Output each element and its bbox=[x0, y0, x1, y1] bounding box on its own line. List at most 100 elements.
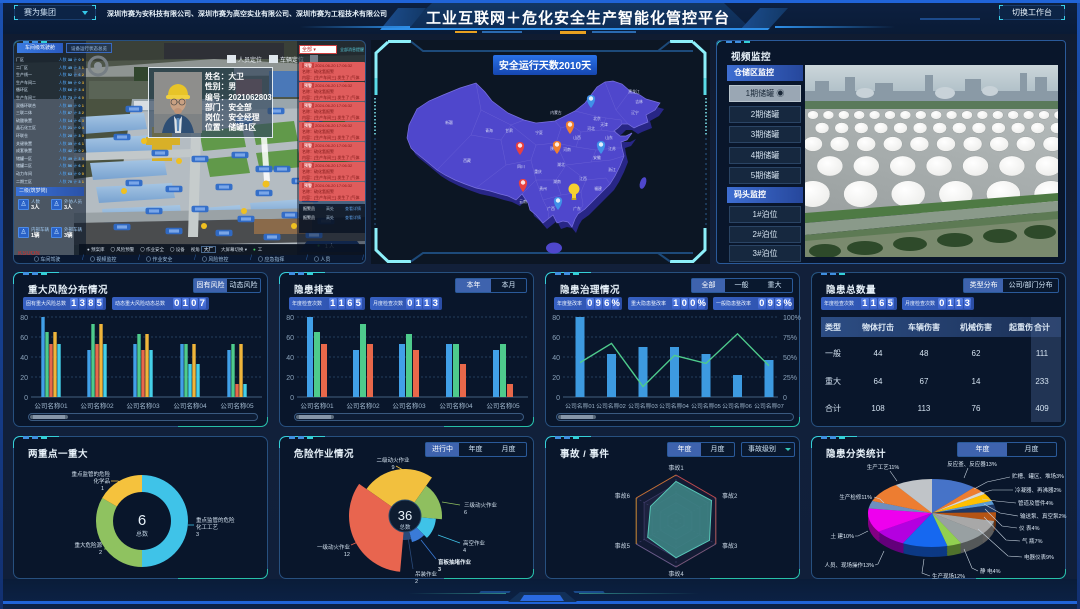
svg-text:湖南: 湖南 bbox=[553, 179, 561, 184]
svg-text:贵州: 贵州 bbox=[539, 186, 547, 191]
svg-text:80: 80 bbox=[286, 315, 294, 322]
svg-text:江西: 江西 bbox=[579, 176, 587, 181]
svg-text:233: 233 bbox=[1035, 377, 1049, 386]
svg-text:车辆定位: 车辆定位 bbox=[280, 56, 304, 64]
svg-text:冷凝器、再沸器2%: 冷凝器、再沸器2% bbox=[1015, 486, 1062, 494]
svg-text:25%: 25% bbox=[783, 375, 797, 382]
svg-text:409: 409 bbox=[1035, 404, 1049, 413]
svg-text:输送泵、真空泵2%: 输送泵、真空泵2% bbox=[1020, 512, 1067, 520]
svg-text:三级动火作业: 三级动火作业 bbox=[464, 501, 498, 509]
svg-text:重点监管的危险: 重点监管的危险 bbox=[196, 516, 235, 524]
svg-text:公司名称04: 公司名称04 bbox=[173, 401, 207, 410]
svg-text:一级动火作业: 一级动火作业 bbox=[317, 543, 351, 551]
svg-text:36: 36 bbox=[398, 508, 412, 523]
svg-text:40: 40 bbox=[552, 355, 560, 362]
svg-text:宁夏: 宁夏 bbox=[535, 130, 543, 135]
svg-text:60: 60 bbox=[552, 335, 560, 342]
svg-text:甘肃: 甘肃 bbox=[505, 128, 513, 133]
svg-text:合计: 合计 bbox=[825, 403, 841, 413]
svg-text:40: 40 bbox=[20, 355, 28, 362]
svg-text:111: 111 bbox=[1036, 349, 1049, 358]
svg-text:山西: 山西 bbox=[573, 135, 581, 140]
svg-text:江苏: 江苏 bbox=[608, 146, 616, 151]
svg-text:公司名称05: 公司名称05 bbox=[220, 401, 254, 410]
svg-text:生产现场12%: 生产现场12% bbox=[932, 572, 965, 580]
svg-text:76: 76 bbox=[972, 404, 981, 413]
svg-text:67: 67 bbox=[920, 377, 929, 386]
svg-text:事故1: 事故1 bbox=[668, 464, 684, 472]
svg-text:吉林: 吉林 bbox=[635, 99, 643, 104]
svg-text:管道及管件4%: 管道及管件4% bbox=[1018, 499, 1054, 507]
svg-text:2: 2 bbox=[415, 579, 418, 585]
svg-text:机械伤害: 机械伤害 bbox=[960, 322, 992, 332]
svg-text:贮槽、罐区、堆场3%: 贮槽、罐区、堆场3% bbox=[1012, 472, 1064, 480]
svg-text:48: 48 bbox=[920, 349, 929, 358]
svg-text:气 瓶7%: 气 瓶7% bbox=[1022, 537, 1043, 545]
svg-text:山东: 山东 bbox=[605, 135, 613, 140]
svg-text:113: 113 bbox=[918, 404, 931, 413]
svg-text:44: 44 bbox=[874, 349, 883, 358]
svg-text:40: 40 bbox=[286, 355, 294, 362]
svg-text:公司名称02: 公司名称02 bbox=[346, 401, 380, 410]
svg-text:总数: 总数 bbox=[136, 530, 148, 538]
svg-text:新疆: 新疆 bbox=[445, 120, 453, 125]
svg-text:盲板抽堵作业: 盲板抽堵作业 bbox=[438, 558, 472, 566]
svg-text:广东: 广东 bbox=[573, 206, 581, 211]
svg-text:反应釜、反应器13%: 反应釜、反应器13% bbox=[947, 460, 997, 468]
svg-text:内蒙古: 内蒙古 bbox=[550, 110, 562, 115]
svg-text:12: 12 bbox=[344, 552, 350, 558]
svg-text:事故5: 事故5 bbox=[615, 542, 631, 550]
svg-text:0: 0 bbox=[24, 395, 28, 402]
svg-text:生产工艺11%: 生产工艺11% bbox=[867, 463, 900, 471]
svg-text:公司名称04: 公司名称04 bbox=[659, 402, 689, 410]
svg-text:50%: 50% bbox=[783, 355, 797, 362]
svg-text:75%: 75% bbox=[783, 335, 797, 342]
svg-text:吊装作业: 吊装作业 bbox=[415, 570, 438, 578]
svg-text:天津: 天津 bbox=[600, 122, 608, 127]
svg-text:0: 0 bbox=[556, 395, 560, 402]
svg-text:事故4: 事故4 bbox=[668, 570, 684, 578]
svg-text:4: 4 bbox=[463, 548, 466, 554]
svg-text:起重伤: 起重伤 bbox=[1008, 322, 1033, 332]
svg-text:重大危险源: 重大危险源 bbox=[74, 541, 102, 549]
svg-text:80: 80 bbox=[552, 315, 560, 322]
svg-text:公司名称05: 公司名称05 bbox=[691, 402, 721, 410]
svg-text:电器仪表9%: 电器仪表9% bbox=[1024, 553, 1054, 561]
svg-text:青海: 青海 bbox=[485, 128, 493, 133]
svg-text:总数: 总数 bbox=[399, 523, 411, 531]
svg-text:重庆: 重庆 bbox=[534, 169, 542, 174]
svg-text:公司名称03: 公司名称03 bbox=[628, 402, 658, 410]
svg-text:100%: 100% bbox=[783, 315, 801, 322]
svg-text:土 建10%: 土 建10% bbox=[830, 532, 854, 540]
svg-text:广西: 广西 bbox=[547, 206, 555, 211]
svg-text:公司名称01: 公司名称01 bbox=[300, 401, 334, 410]
svg-text:化学品: 化学品 bbox=[93, 477, 110, 485]
svg-text:仪 表4%: 仪 表4% bbox=[1019, 524, 1040, 532]
svg-text:公司名称03: 公司名称03 bbox=[392, 401, 426, 410]
svg-text:静 电4%: 静 电4% bbox=[980, 567, 1001, 575]
svg-text:云南: 云南 bbox=[519, 199, 527, 204]
svg-text:0: 0 bbox=[290, 395, 294, 402]
svg-text:9: 9 bbox=[391, 465, 394, 471]
svg-text:湖北: 湖北 bbox=[557, 162, 565, 167]
svg-text:事故2: 事故2 bbox=[722, 492, 738, 500]
svg-text:类型: 类型 bbox=[825, 322, 841, 332]
svg-text:辽宁: 辽宁 bbox=[631, 110, 639, 115]
svg-text:60: 60 bbox=[20, 335, 28, 342]
svg-text:14: 14 bbox=[972, 377, 981, 386]
svg-text:四川: 四川 bbox=[517, 164, 525, 169]
svg-text:北京: 北京 bbox=[593, 116, 601, 121]
svg-text:1: 1 bbox=[101, 486, 104, 492]
svg-text:公司名称04: 公司名称04 bbox=[439, 401, 473, 410]
svg-text:60: 60 bbox=[286, 335, 294, 342]
svg-text:河南: 河南 bbox=[563, 147, 571, 152]
svg-text:安徽: 安徽 bbox=[593, 155, 601, 160]
svg-text:公司名称02: 公司名称02 bbox=[80, 401, 114, 410]
svg-text:重点监管的危险: 重点监管的危险 bbox=[71, 470, 110, 478]
svg-text:事故3: 事故3 bbox=[722, 542, 738, 550]
svg-text:公司名称01: 公司名称01 bbox=[565, 402, 595, 410]
svg-text:事故6: 事故6 bbox=[615, 492, 631, 500]
svg-text:公司名称06: 公司名称06 bbox=[722, 402, 752, 410]
svg-text:公司名称01: 公司名称01 bbox=[34, 401, 68, 410]
svg-text:108: 108 bbox=[871, 404, 885, 413]
